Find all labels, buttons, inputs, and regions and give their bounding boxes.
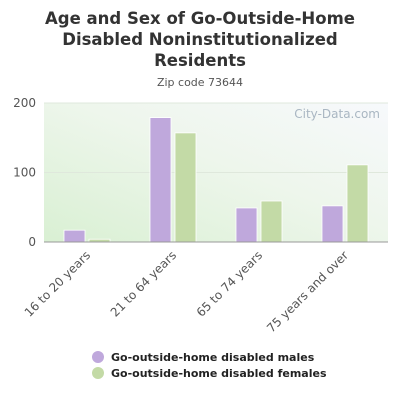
y-tick-label: 100 [13, 166, 36, 180]
bar [63, 229, 86, 243]
y-tick-label: 0 [28, 235, 36, 249]
chart-title-line-1: Age and Sex of Go-Outside-Home [45, 9, 355, 28]
x-tick-label: 65 to 74 years [194, 248, 265, 319]
watermark: City-Data.com [294, 107, 380, 121]
chart-title-line-3: Residents [154, 51, 246, 70]
legend: Go-outside-home disabled males Go-outside… [92, 351, 327, 380]
x-tick-labels: 16 to 20 years 21 to 64 years 65 to 74 yea… [22, 248, 352, 335]
x-tick-label: 21 to 64 years [108, 248, 179, 319]
legend-swatch [92, 367, 104, 379]
bar [260, 200, 283, 243]
bar [149, 117, 172, 243]
x-tick-label: 16 to 20 years [22, 248, 93, 319]
y-tick-labels: 0 100 200 [13, 96, 36, 249]
legend-label: Go-outside-home disabled females [111, 367, 327, 380]
chart-subtitle: Zip code 73644 [157, 76, 243, 89]
bar [346, 164, 369, 243]
bar [235, 207, 258, 243]
chart-title-line-2: Disabled Noninstitutionalized [62, 30, 338, 49]
gridlines [44, 102, 388, 173]
legend-swatch [92, 351, 104, 363]
bar [321, 205, 344, 243]
legend-label: Go-outside-home disabled males [111, 351, 315, 364]
bar [174, 132, 197, 243]
y-tick-label: 200 [13, 96, 36, 110]
x-tick-label: 75 years and over [264, 248, 351, 335]
